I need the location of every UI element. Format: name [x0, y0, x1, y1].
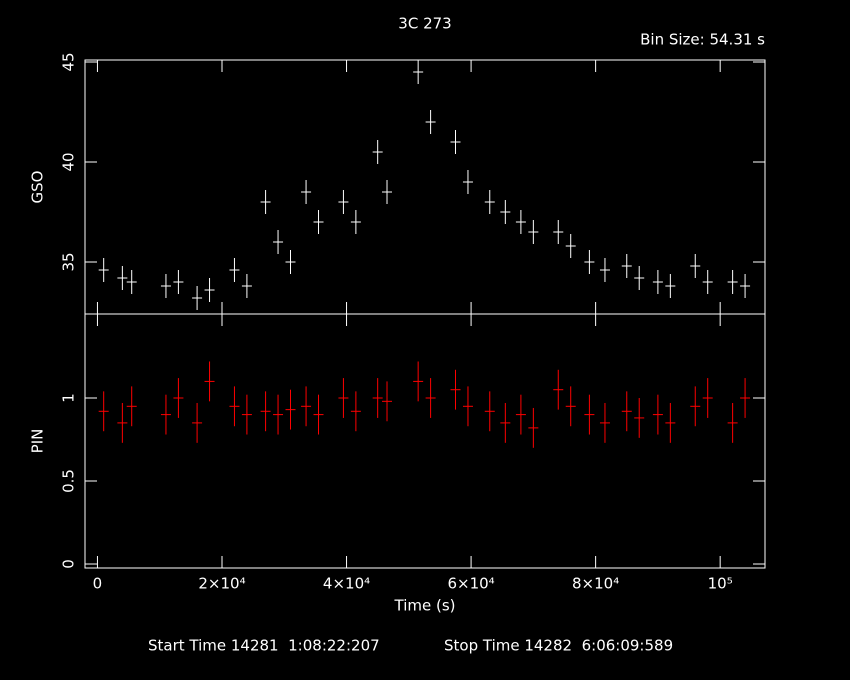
x-tick-label: 6×10⁴: [447, 575, 494, 593]
y-axis-label: GSO: [29, 171, 47, 204]
y-axis-label: PIN: [29, 429, 47, 454]
x-tick-label: 0: [93, 575, 103, 593]
x-axis-label: Time (s): [394, 597, 456, 615]
chart-title: 3C 273: [398, 15, 451, 33]
bin-size: Bin Size: 54.31 s: [640, 31, 765, 49]
start-time: Start Time 14281 1:08:22:207: [148, 637, 380, 655]
x-tick-label: 10⁵: [708, 575, 733, 593]
y-tick-label: 0.5: [60, 469, 78, 493]
y-tick-label: 40: [60, 152, 78, 171]
x-tick-label: 8×10⁴: [572, 575, 619, 593]
y-tick-label: 45: [60, 52, 78, 71]
y-tick-label: 1: [60, 393, 78, 403]
y-tick-label: 0: [60, 559, 78, 569]
x-tick-label: 4×10⁴: [323, 575, 370, 593]
x-tick-label: 2×10⁴: [198, 575, 245, 593]
stop-time: Stop Time 14282 6:06:09:589: [444, 637, 673, 655]
y-tick-label: 35: [60, 252, 78, 271]
